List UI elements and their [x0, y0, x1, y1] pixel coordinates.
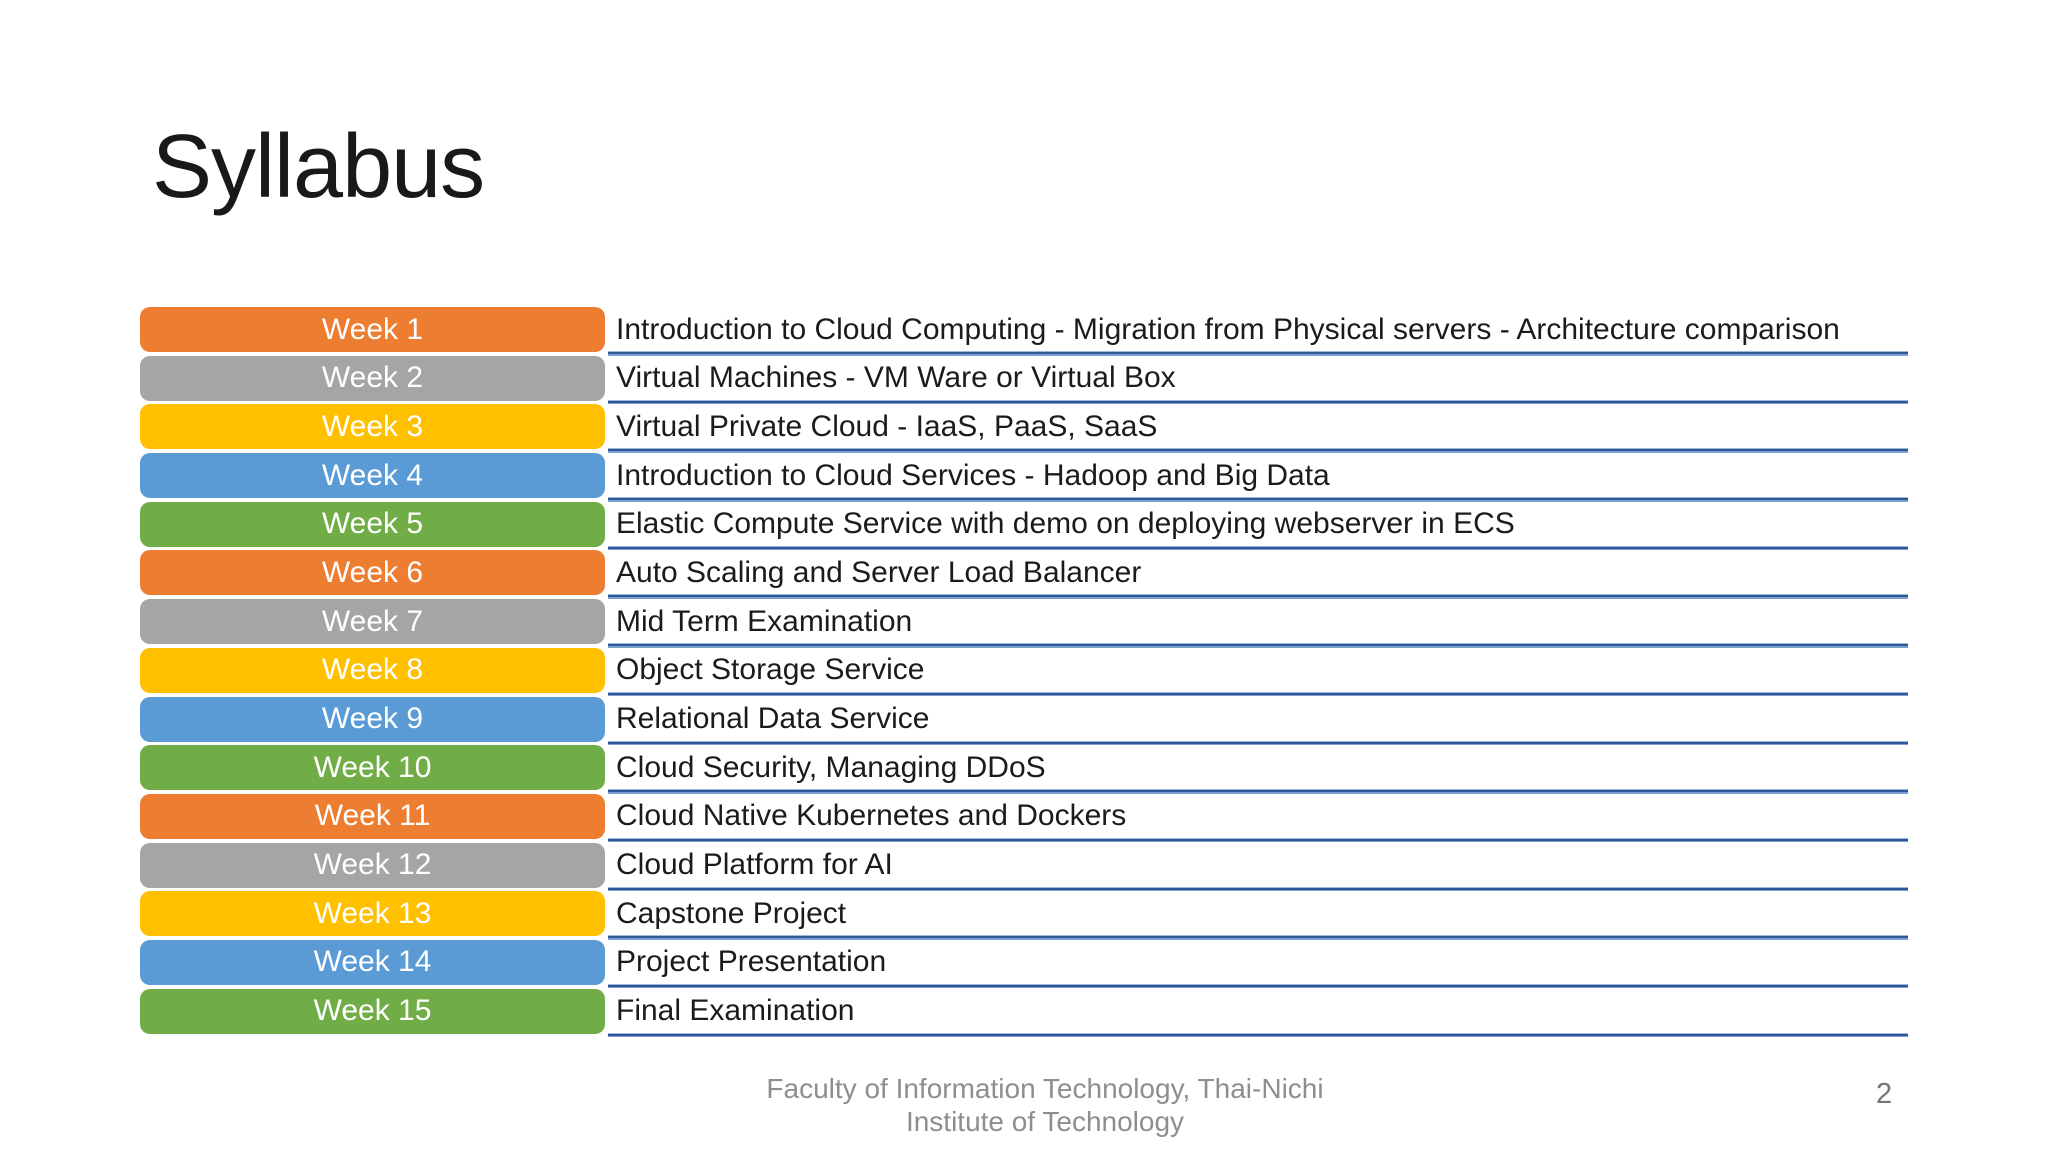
week-label: Week 5	[321, 507, 424, 541]
topic-label: Auto Scaling and Server Load Balancer	[616, 555, 1142, 589]
page-number: 2	[1876, 1078, 1893, 1110]
topic-label: Mid Term Examination	[616, 604, 913, 638]
topic-label: Capstone Project	[616, 896, 847, 930]
row-underline	[608, 594, 1908, 599]
row-underline	[608, 837, 1908, 843]
topic-label: Introduction to Cloud Computing - Migrat…	[616, 312, 1840, 346]
week-badge: Week 5	[140, 501, 605, 547]
week-label: Week 10	[313, 750, 432, 784]
week-label: Week 6	[321, 555, 424, 589]
topic-label: Object Storage Service	[616, 653, 925, 687]
table-row: Week 5 Elastic Compute Service with demo…	[140, 501, 1908, 551]
topic-cell: Virtual Machines - VM Ware or Virtual Bo…	[608, 356, 1908, 401]
row-underline	[608, 448, 1908, 453]
table-row: Week 1 Introduction to Cloud Computing -…	[140, 307, 1908, 356]
week-badge: Week 13	[140, 891, 605, 937]
topic-cell: Object Storage Service	[608, 648, 1908, 693]
week-label: Week 3	[321, 409, 424, 443]
row-underline	[608, 789, 1908, 794]
topic-cell: Cloud Security, Managing DDoS	[608, 745, 1908, 790]
row-underline	[608, 691, 1908, 697]
topic-label: Final Examination	[616, 994, 855, 1028]
table-row: Week 2 Virtual Machines - VM Ware or Vir…	[140, 355, 1908, 405]
topic-label: Cloud Native Kubernetes and Dockers	[616, 799, 1127, 833]
week-badge: Week 8	[140, 647, 605, 693]
table-row: Week 12 Cloud Platform for AI	[140, 842, 1908, 892]
week-label: Week 1	[321, 312, 424, 346]
topic-cell: Final Examination	[608, 989, 1908, 1034]
topic-cell: Introduction to Cloud Computing - Migrat…	[608, 307, 1908, 352]
topic-cell: Relational Data Service	[608, 697, 1908, 742]
topic-cell: Cloud Platform for AI	[608, 843, 1908, 888]
row-underline	[608, 399, 1908, 405]
row-underline	[608, 351, 1908, 356]
week-label: Week 7	[321, 604, 424, 638]
table-row: Week 11 Cloud Native Kubernetes and Dock…	[140, 793, 1908, 843]
table-row: Week 7 Mid Term Examination	[140, 599, 1908, 648]
topic-cell: Cloud Native Kubernetes and Dockers	[608, 794, 1908, 839]
topic-cell: Elastic Compute Service with demo on dep…	[608, 502, 1908, 547]
topic-cell: Introduction to Cloud Services - Hadoop …	[608, 453, 1908, 498]
syllabus-table: Week 1 Introduction to Cloud Computing -…	[140, 307, 1908, 1038]
row-underline	[608, 740, 1908, 745]
week-label: Week 11	[314, 799, 431, 833]
topic-cell: Virtual Private Cloud - IaaS, PaaS, SaaS	[608, 404, 1908, 449]
table-row: Week 4 Introduction to Cloud Services - …	[140, 453, 1908, 502]
row-underline	[608, 886, 1908, 892]
week-label: Week 2	[321, 361, 424, 395]
table-row: Week 6 Auto Scaling and Server Load Bala…	[140, 550, 1908, 599]
week-label: Week 9	[321, 702, 424, 735]
week-label: Week 15	[313, 994, 432, 1028]
row-underline	[608, 1032, 1908, 1038]
row-underline	[608, 643, 1908, 648]
topic-label: Elastic Compute Service with demo on dep…	[616, 507, 1515, 541]
footer-text: Faculty of Information Technology, Thai-…	[766, 1073, 1324, 1137]
table-row: Week 10 Cloud Security, Managing DDoS	[140, 745, 1908, 794]
table-row: Week 9 Relational Data Service	[140, 696, 1908, 746]
topic-label: Cloud Platform for AI	[616, 848, 893, 882]
week-badge: Week 4	[140, 453, 605, 499]
week-label: Week 8	[321, 653, 424, 687]
topic-label: Virtual Machines - VM Ware or Virtual Bo…	[616, 361, 1176, 395]
topic-label: Project Presentation	[616, 945, 887, 979]
topic-cell: Mid Term Examination	[608, 599, 1908, 644]
table-row: Week 14 Project Presentation	[140, 939, 1908, 989]
table-row: Week 8 Object Storage Service	[140, 647, 1908, 697]
table-row: Week 3 Virtual Private Cloud - IaaS, Paa…	[140, 404, 1908, 453]
week-badge: Week 11	[140, 793, 605, 839]
week-badge: Week 7	[140, 599, 605, 645]
week-badge: Week 14	[140, 939, 605, 985]
week-badge: Week 1	[140, 307, 605, 352]
row-underline	[608, 935, 1908, 940]
table-row: Week 13 Capstone Project	[140, 891, 1908, 940]
topic-cell: Project Presentation	[608, 940, 1908, 985]
slide-title: Syllabus	[152, 117, 485, 217]
row-underline	[608, 983, 1908, 989]
topic-label: Introduction to Cloud Services - Hadoop …	[616, 458, 1330, 492]
week-badge: Week 15	[140, 988, 605, 1034]
row-underline	[608, 497, 1908, 502]
table-row: Week 15 Final Examination	[140, 988, 1908, 1038]
week-badge: Week 12	[140, 842, 605, 888]
week-badge: Week 9	[140, 696, 605, 742]
week-badge: Week 10	[140, 745, 605, 791]
week-label: Week 13	[313, 896, 432, 930]
topic-label: Relational Data Service	[616, 702, 930, 735]
topic-cell: Capstone Project	[608, 891, 1908, 936]
topic-cell: Auto Scaling and Server Load Balancer	[608, 550, 1908, 595]
week-badge: Week 6	[140, 550, 605, 596]
week-badge: Week 3	[140, 404, 605, 450]
topic-label: Virtual Private Cloud - IaaS, PaaS, SaaS	[616, 409, 1158, 443]
row-underline	[608, 545, 1908, 551]
week-label: Week 12	[313, 848, 432, 882]
topic-label: Cloud Security, Managing DDoS	[616, 750, 1046, 784]
week-label: Week 14	[313, 945, 432, 979]
week-badge: Week 2	[140, 355, 605, 401]
week-label: Week 4	[321, 458, 424, 492]
